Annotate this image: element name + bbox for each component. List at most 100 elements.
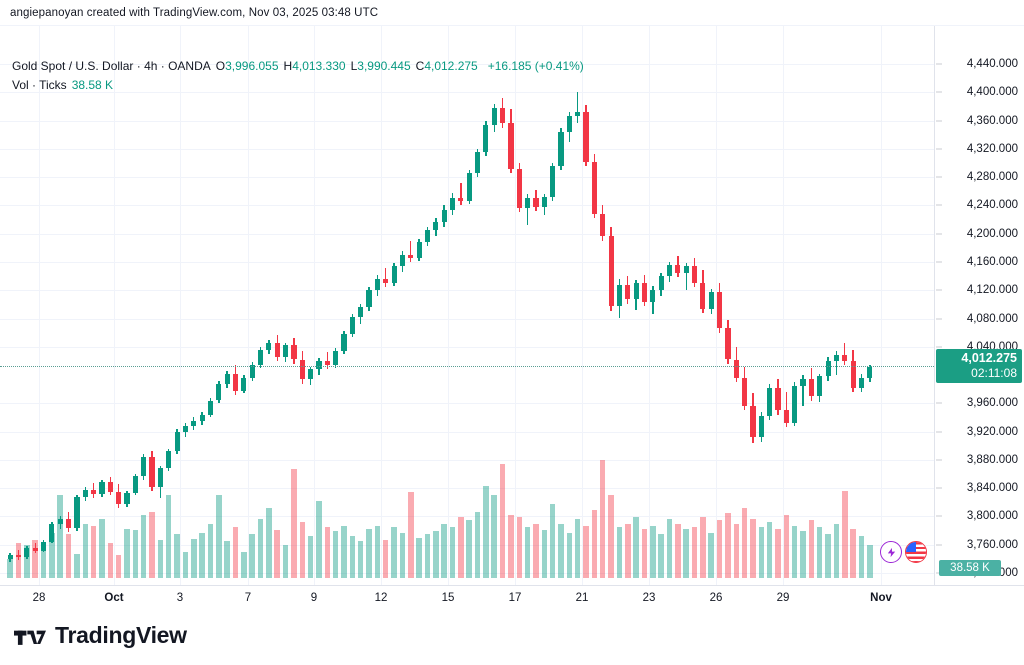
time-tick-label: 23	[642, 592, 656, 604]
attribution-text: angiepanoyan created with TradingView.co…	[10, 7, 379, 19]
volume-bar	[341, 525, 347, 578]
volume-bar	[466, 520, 472, 578]
gridline-vertical	[881, 26, 882, 586]
candle-body	[850, 360, 856, 388]
candle-body	[408, 254, 414, 258]
candle-body	[358, 307, 364, 318]
volume-bar	[257, 518, 264, 578]
time-tick-label: 7	[244, 592, 252, 604]
volume-bar	[149, 512, 155, 578]
candle-body	[858, 377, 865, 388]
price-tick-label: 3,840.000	[966, 482, 1018, 495]
price-tick-label: 4,080.000	[966, 312, 1018, 325]
us-flag-icon[interactable]	[905, 541, 927, 563]
price-tick-label: 4,360.000	[966, 114, 1018, 127]
price-tick-dash	[936, 346, 942, 348]
candle-body	[391, 266, 397, 284]
volume-bar	[766, 522, 773, 578]
gridline-vertical	[649, 26, 650, 586]
price-tick-dash	[936, 289, 942, 291]
candle-body	[708, 291, 714, 309]
candle-body	[541, 196, 547, 207]
candle-body	[725, 328, 731, 360]
volume-bar	[207, 523, 214, 578]
volume-bar	[232, 527, 239, 578]
gridline-horizontal	[0, 346, 934, 348]
volume-bar	[666, 518, 673, 578]
volume-bar	[491, 494, 497, 578]
price-tick-label: 4,200.000	[966, 227, 1018, 240]
candle-body	[767, 387, 773, 417]
volume-bar	[140, 515, 147, 578]
candle-body	[500, 107, 506, 124]
current-price-badge: 4,012.275 02:11:08	[936, 349, 1022, 384]
volume-bar	[591, 509, 598, 578]
volume-bar	[867, 544, 873, 578]
price-tick-label: 3,920.000	[966, 425, 1018, 438]
candle-body	[433, 222, 439, 231]
volume-bar	[174, 534, 180, 578]
price-tick-dash	[936, 487, 942, 489]
candle-body	[349, 317, 355, 335]
candle-body	[232, 373, 239, 391]
lightning-icon[interactable]	[880, 541, 902, 563]
candle-body	[291, 345, 297, 360]
volume-bar	[82, 523, 89, 578]
volume-bar	[733, 523, 740, 578]
price-tick-dash	[936, 544, 942, 546]
price-tick-dash	[936, 176, 942, 178]
candle-body	[266, 342, 272, 350]
price-axis[interactable]: 4,440.000 4,400.000 4,360.000 4,320.000 4,28…	[934, 26, 1024, 586]
grid-layer	[0, 26, 934, 586]
volume-bar	[641, 529, 648, 578]
candle-body	[399, 254, 406, 267]
candle-body	[341, 334, 347, 351]
candle-wick	[685, 263, 687, 291]
candle-body	[525, 198, 531, 209]
volume-bar	[199, 532, 205, 578]
volume-bar	[241, 551, 247, 578]
volume-bar	[382, 539, 389, 578]
volume-bar	[616, 527, 623, 578]
candle-body	[608, 236, 614, 306]
volume-badge: 38.58 K	[939, 560, 1001, 576]
volume-bar	[833, 523, 840, 578]
candle-body	[224, 373, 230, 384]
volume-bar	[541, 529, 548, 578]
volume-bar	[516, 516, 523, 578]
price-tick-label: 4,320.000	[966, 142, 1018, 155]
volume-bar	[433, 530, 439, 578]
volume-bar	[124, 529, 130, 578]
candle-body	[616, 284, 623, 306]
candle-body	[783, 410, 789, 424]
price-tick-dash	[936, 63, 942, 65]
candle-body	[717, 291, 723, 329]
volume-bar	[808, 520, 815, 578]
price-tick-label: 4,280.000	[966, 171, 1018, 184]
volume-bar	[274, 529, 280, 578]
candle-body	[149, 457, 155, 487]
price-tick-dash	[936, 204, 942, 206]
candle-body	[257, 349, 264, 366]
tradingview-footer: TradingView	[14, 622, 187, 649]
time-axis[interactable]: 28 Oct 3 7 9 12 15 17 21 23 26 29 Nov	[0, 585, 1024, 613]
candle-body	[750, 406, 756, 438]
candle-wick	[844, 342, 846, 366]
volume-bar	[816, 527, 823, 578]
candle-body	[57, 519, 63, 525]
volume-bar	[499, 464, 506, 578]
candle-wick	[785, 392, 788, 428]
candle-body	[249, 365, 255, 378]
volume-bar	[99, 518, 105, 578]
chart-plot-area[interactable]	[0, 26, 934, 586]
price-tick-label: 4,160.000	[966, 255, 1018, 268]
candle-body	[132, 476, 138, 494]
candle-body	[49, 524, 55, 542]
gridline-vertical	[248, 26, 249, 586]
gridline-vertical	[515, 26, 516, 586]
candle-body	[591, 161, 597, 214]
flag-canton	[906, 542, 916, 552]
volume-bar	[416, 537, 422, 578]
gridline-vertical	[783, 26, 784, 586]
